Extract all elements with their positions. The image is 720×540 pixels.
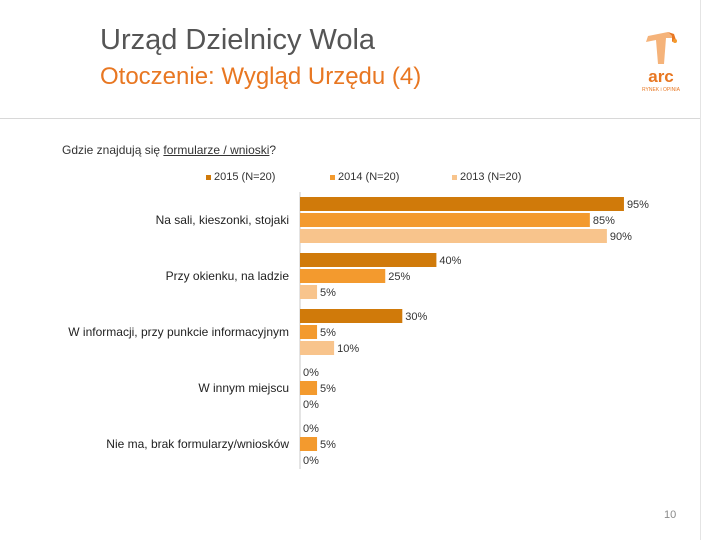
category-label: Nie ma, brak formularzy/wniosków <box>106 437 289 451</box>
legend-item-2014: 2014 (N=20) <box>330 171 399 183</box>
legend-swatch-2015 <box>206 174 211 180</box>
category-label: W innym miejscu <box>198 381 289 395</box>
data-label: 5% <box>320 327 336 339</box>
survey-question: Gdzie znajdują się formularze / wnioski? <box>62 143 277 157</box>
bar-2013-1 <box>300 285 318 299</box>
data-label: 30% <box>405 311 427 323</box>
bar-2014-3 <box>300 381 318 395</box>
data-label: 0% <box>303 423 319 435</box>
legend-label-2014: 2014 (N=20) <box>338 171 400 183</box>
data-label: 40% <box>439 255 461 267</box>
page-subtitle: Otoczenie: Wygląd Urzędu (4) <box>100 63 422 90</box>
data-label: 5% <box>320 287 336 299</box>
bar-2014-2 <box>300 325 318 339</box>
data-label: 95% <box>627 199 649 211</box>
data-label: 25% <box>388 271 410 283</box>
data-label: 90% <box>610 231 632 243</box>
bar-2014-1 <box>300 269 386 283</box>
data-label: 85% <box>593 215 615 227</box>
data-label: 5% <box>320 439 336 451</box>
legend-item-2013: 2013 (N=20) <box>452 171 521 183</box>
data-label: 5% <box>320 383 336 395</box>
data-label: 0% <box>303 455 319 467</box>
bar-2013-2 <box>300 341 335 355</box>
bar-chart: Na sali, kieszonki, stojaki 95% 85% 90% Przy… <box>68 192 649 469</box>
bar-2014-4 <box>300 437 318 451</box>
bar-2014-0 <box>300 213 590 227</box>
data-label: 0% <box>303 367 319 379</box>
category-label: Przy okienku, na ladzie <box>166 269 290 283</box>
page-number: 10 <box>664 509 677 521</box>
data-label: 0% <box>303 399 319 411</box>
logo-tagline: RYNEK i OPINIA <box>642 87 681 93</box>
bar-2015-1 <box>300 253 437 267</box>
legend-label-2013: 2013 (N=20) <box>460 171 522 183</box>
bar-2015-0 <box>300 197 624 211</box>
header-divider <box>0 118 700 119</box>
data-label: 10% <box>337 343 359 355</box>
slide-header: Urząd Dzielnicy Wola Otoczenie: Wygląd U… <box>0 0 720 118</box>
category-label: W informacji, przy punkcie informacyjnym <box>68 325 289 339</box>
bar-2015-2 <box>300 309 403 323</box>
logo-text: arc <box>648 67 674 86</box>
legend-swatch-2014 <box>330 174 335 180</box>
legend-swatch-2013 <box>452 174 457 180</box>
category-label: Na sali, kieszonki, stojaki <box>156 213 289 227</box>
bar-2013-0 <box>300 229 607 243</box>
legend-label-2015: 2015 (N=20) <box>214 171 276 183</box>
page-title: Urząd Dzielnicy Wola <box>100 24 376 56</box>
arc-logo-icon: arc RYNEK i OPINIA <box>642 32 681 93</box>
side-divider <box>700 0 701 540</box>
legend-item-2015: 2015 (N=20) <box>206 171 275 183</box>
